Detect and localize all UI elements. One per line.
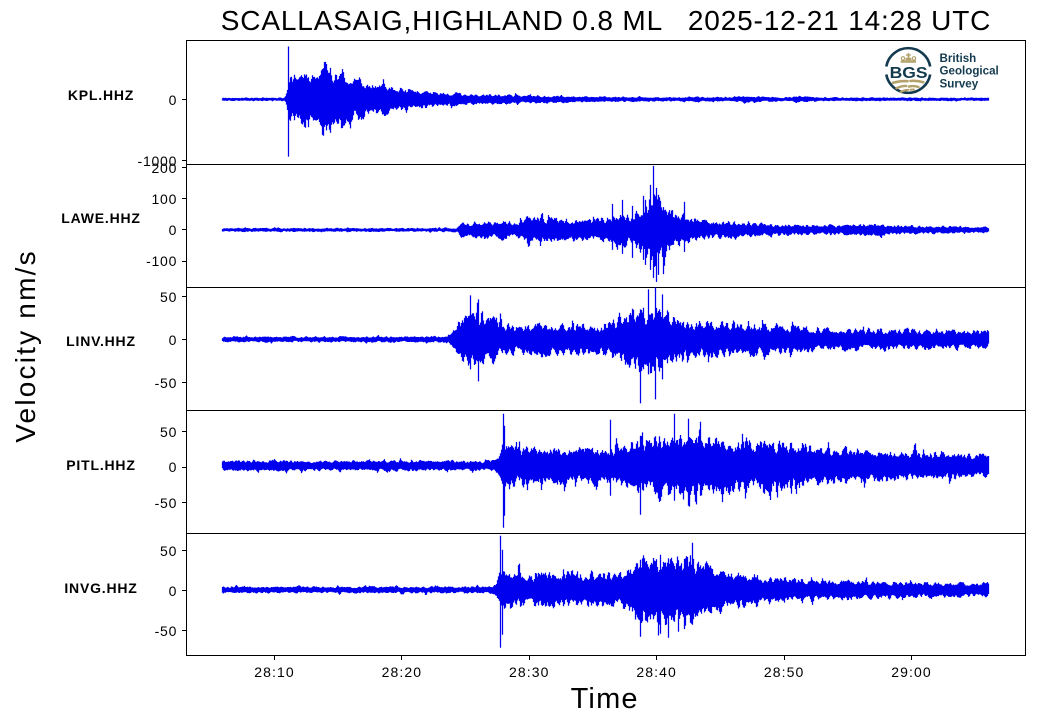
- svg-text:British: British: [940, 52, 977, 65]
- svg-text:Geological: Geological: [940, 65, 999, 78]
- svg-text:BGS: BGS: [890, 64, 928, 82]
- svg-text:Survey: Survey: [940, 78, 979, 91]
